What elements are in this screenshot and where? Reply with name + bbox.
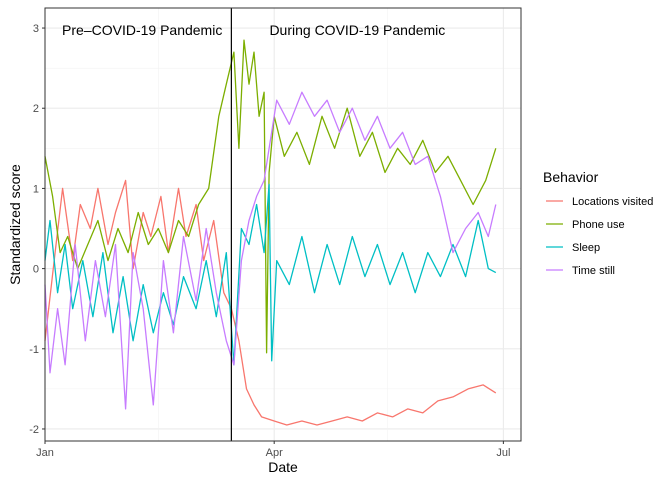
pre-pandemic-annotation: Pre–COVID-19 Pandemic [62,22,222,38]
legend-items: Locations visited Phone use Sleep Time stil… [546,196,653,277]
y-tick-label: 1 [33,183,39,195]
x-tick-label: Jul [496,447,510,459]
x-tick-label: Jan [36,447,54,459]
series-line-time-still [44,91,497,410]
grid [44,8,521,441]
during-pandemic-annotation: During COVID-19 Pandemic [269,22,445,38]
legend-label: Time still [572,265,615,277]
legend-title: Behavior [543,169,599,185]
series-line-sleep [44,183,497,366]
y-tick-label: 3 [33,23,39,35]
y-tick-label: -1 [29,344,39,356]
series-line-locations-visited [44,179,497,426]
y-tick-label: 0 [33,264,39,276]
series-layer [44,39,497,426]
axis-ticks: -2 -1 0 1 2 3 Jan Apr Jul [29,23,510,459]
panel-border [44,7,522,442]
legend-label: Sleep [572,242,600,254]
legend-label: Phone use [572,219,625,231]
y-tick-label: 2 [33,103,39,115]
legend: Behavior Locations visited Phone use Sleep… [543,169,653,277]
x-axis-title: Date [268,459,298,475]
y-axis-title: Standardized score [7,164,23,285]
series-line-phone-use [44,39,497,354]
y-tick-label: -2 [29,424,39,436]
x-tick-label: Apr [266,447,283,459]
legend-label: Locations visited [572,196,653,208]
